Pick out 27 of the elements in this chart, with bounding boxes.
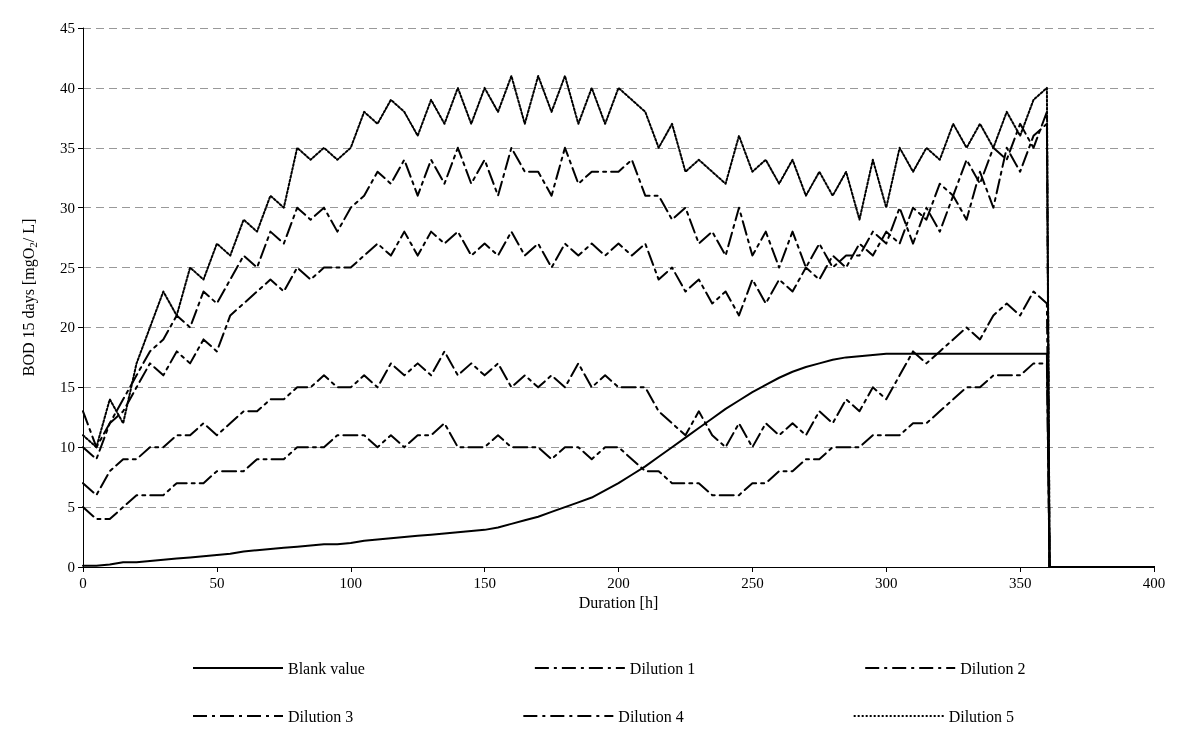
x-axis-title: Duration [h] (578, 594, 659, 612)
x-tick-label: 300 (875, 574, 898, 591)
x-tick-label: 0 (79, 574, 87, 591)
y-tick-label: 0 (67, 559, 75, 575)
y-tick-label: 15 (60, 379, 75, 396)
legend-label: Dilution 1 (629, 659, 696, 677)
x-tick-label: 50 (209, 574, 225, 591)
x-tick-label: 200 (607, 574, 630, 591)
x-tick-label: 100 (339, 574, 362, 591)
y-tick-label: 5 (67, 499, 75, 516)
y-tick-label: 20 (60, 319, 75, 336)
x-tick-label: 150 (473, 574, 496, 591)
y-tick-label: 40 (60, 79, 75, 96)
legend-label: Dilution 3 (288, 707, 354, 725)
x-tick-label: 250 (741, 574, 764, 591)
y-axis-title: BOD 15 days [mgO2/ L] (20, 218, 39, 377)
y-tick-label: 25 (60, 259, 75, 276)
legend-label: Dilution 2 (960, 659, 1026, 677)
y-tick-label: 30 (60, 199, 75, 216)
y-tick-label: 10 (60, 439, 75, 456)
x-tick-label: 350 (1008, 574, 1032, 591)
legend-label: Dilution 4 (618, 707, 684, 725)
y-tick-label: 35 (60, 139, 75, 156)
x-tick-label: 400 (1142, 574, 1166, 591)
legend-label: Dilution 5 (948, 707, 1015, 725)
y-tick-label: 45 (60, 20, 75, 36)
legend-label: Blank value (288, 659, 365, 677)
